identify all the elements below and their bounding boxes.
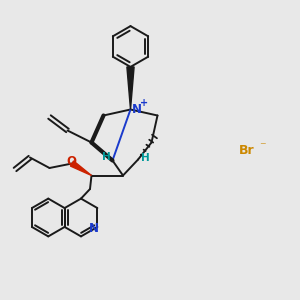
Text: N: N <box>131 103 141 116</box>
Text: +: + <box>140 98 148 109</box>
Polygon shape <box>127 67 134 110</box>
Text: Br: Br <box>238 143 254 157</box>
Text: N: N <box>89 222 99 235</box>
Text: ⁻: ⁻ <box>260 140 266 154</box>
Text: O: O <box>66 154 76 168</box>
Polygon shape <box>70 161 92 176</box>
Text: H: H <box>101 152 110 163</box>
Text: H: H <box>141 153 150 163</box>
